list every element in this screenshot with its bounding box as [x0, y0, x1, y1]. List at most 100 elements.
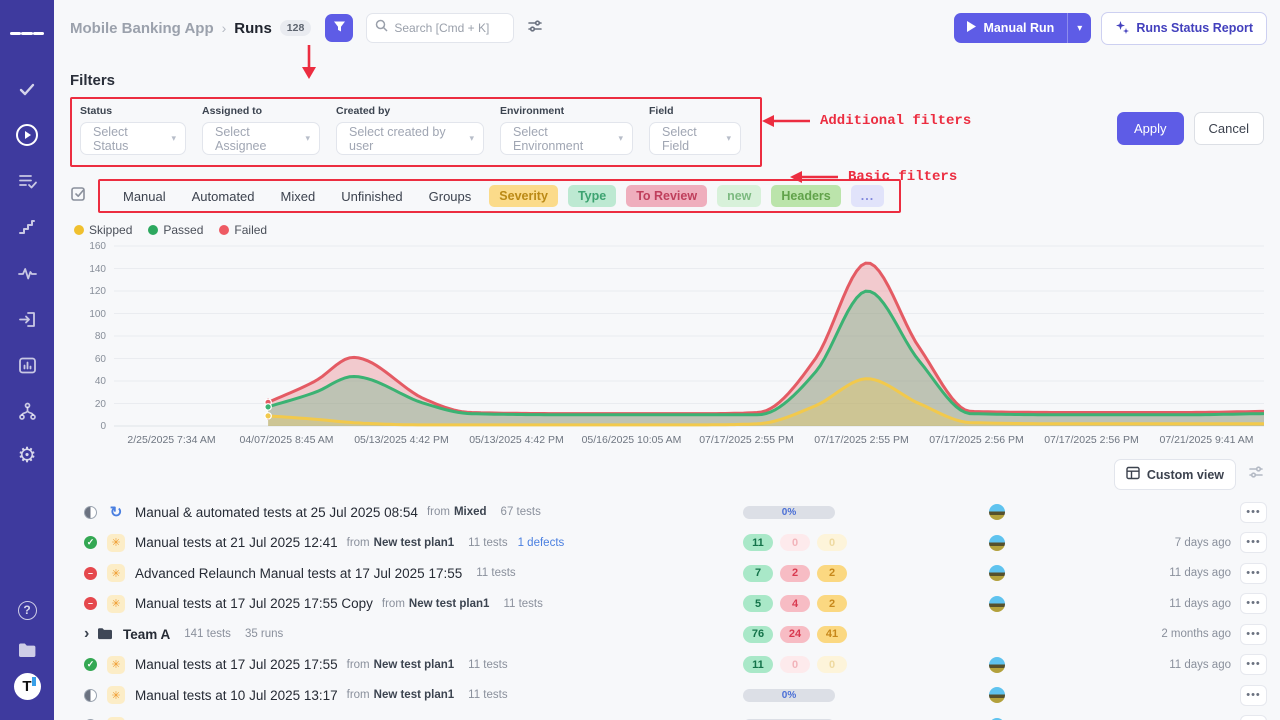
row-menu-button[interactable]: ••• [1240, 532, 1267, 554]
tests-count: 11 tests [468, 536, 508, 549]
pulse-icon[interactable] [10, 256, 44, 290]
select-runs-icon[interactable] [70, 185, 88, 208]
run-title[interactable]: Advanced Relaunch Manual tests at 17 Jul… [135, 565, 463, 581]
run-row[interactable]: – ✳ Advanced Relaunch Manual tests at 17 J… [54, 558, 1280, 589]
steps-icon[interactable] [10, 210, 44, 244]
from-label: from [346, 689, 370, 702]
avatar[interactable] [989, 687, 1005, 704]
run-title[interactable]: Manual tests at 10 Jul 2025 13:17 [135, 687, 338, 703]
apply-button[interactable]: Apply [1117, 112, 1184, 145]
run-row[interactable]: ✳ Manual tests at 10 Jul 2025 13:17 from Ne… [54, 680, 1280, 711]
run-row[interactable]: ✓ ✳ Manual tests at 17 Jul 2025 17:55 from N… [54, 650, 1280, 681]
row-menu-button[interactable]: ••• [1240, 562, 1267, 584]
avatar[interactable] [989, 656, 1005, 673]
test-plans-list-icon[interactable] [10, 164, 44, 198]
filter-label: Field [649, 105, 674, 117]
tag-new[interactable]: new [717, 185, 762, 207]
row-menu-button[interactable]: ••• [1240, 715, 1267, 720]
filter-toggle-button[interactable] [325, 14, 354, 42]
run-title[interactable]: Manual tests at 21 Jul 2025 12:41 [135, 535, 338, 551]
run-title[interactable]: Manual tests at 17 Jul 2025 17:55 [135, 657, 338, 673]
row-main: ✓ ✳ Manual tests at 21 Jul 2025 12:41 from N… [84, 533, 743, 552]
manual-run-dropdown-button[interactable]: ▾ [1077, 22, 1083, 34]
basic-filter-manual[interactable]: Manual [123, 188, 166, 204]
avatar[interactable] [989, 565, 1005, 582]
filter-select-environment[interactable]: Select Environment ▾ [500, 122, 633, 155]
run-title[interactable]: Manual tests at 10 Jul 2025 13:16 [135, 718, 338, 720]
import-icon[interactable] [10, 302, 44, 336]
settings-gear-icon[interactable]: ⚙ [17, 443, 37, 467]
y-tick-label: 120 [89, 286, 106, 297]
run-row[interactable]: – ✳ Manual tests at 17 Jul 2025 17:55 Copy… [54, 589, 1280, 620]
tag-severity[interactable]: Severity [489, 185, 558, 207]
menu-icon[interactable] [10, 16, 44, 50]
run-result: 76 24 41 [743, 625, 943, 643]
run-timestamp: 7 days ago [1174, 536, 1231, 549]
plan-name[interactable]: New test plan1 [373, 536, 455, 549]
list-settings-icon[interactable] [1248, 464, 1264, 485]
row-menu-button[interactable]: ••• [1240, 684, 1267, 706]
defects-link[interactable]: 1 defects [517, 536, 565, 549]
basic-filter-automated[interactable]: Automated [191, 188, 255, 204]
group-title[interactable]: Team A [123, 626, 171, 642]
row-menu-button[interactable]: ••• [1240, 593, 1267, 615]
plan-name[interactable]: Mixed [453, 506, 487, 519]
chevron-down-icon: ▾ [305, 133, 310, 143]
status-stopped-icon: – [84, 566, 97, 580]
run-row[interactable]: ✓ ✳ Manual tests at 21 Jul 2025 12:41 from N… [54, 528, 1280, 559]
run-title[interactable]: Manual tests at 17 Jul 2025 17:55 Copy [135, 596, 373, 612]
search-box[interactable] [366, 13, 515, 43]
row-menu-button[interactable]: ••• [1240, 501, 1267, 523]
runs-play-icon[interactable] [10, 118, 44, 152]
status-progress-icon [84, 688, 97, 702]
row-menu-button[interactable]: ••• [1240, 654, 1267, 676]
run-title[interactable]: Manual & automated tests at 25 Jul 2025 … [135, 504, 418, 520]
plan-name[interactable]: New test plan1 [373, 658, 455, 671]
expand-chevron-icon[interactable]: › [84, 625, 90, 643]
plan-name[interactable]: New test plan1 [408, 597, 490, 610]
cancel-button[interactable]: Cancel [1193, 112, 1264, 145]
avatar[interactable] [989, 504, 1005, 521]
filter-placeholder: Select Field [662, 124, 697, 153]
tag-type[interactable]: Type [567, 185, 617, 207]
filter-placeholder: Select created by user [349, 124, 446, 153]
filter-select-status[interactable]: Select Status ▾ [80, 122, 186, 155]
run-timestamp: 2 months ago [1161, 628, 1231, 641]
app-logo[interactable]: T [13, 673, 41, 700]
branch-icon[interactable] [10, 394, 44, 428]
filter-select-created-by[interactable]: Select created by user ▾ [336, 122, 484, 155]
sparkles-icon [1115, 20, 1130, 37]
basic-filter-mixed[interactable]: Mixed [280, 188, 316, 204]
avatar[interactable] [989, 534, 1005, 551]
avatar[interactable] [989, 595, 1005, 612]
filter-select-assigned-to[interactable]: Select Assignee ▾ [202, 122, 320, 155]
avatar-cell [943, 565, 1063, 582]
help-icon[interactable]: ? [10, 593, 44, 627]
row-menu-button[interactable]: ••• [1240, 623, 1267, 645]
documents-folder-icon[interactable] [10, 633, 44, 667]
run-row[interactable]: ✳Manual tests at 10 Jul 2025 13:16frompa… [54, 711, 1280, 720]
tag-headers[interactable]: Headers [771, 185, 841, 207]
filter-select-field[interactable]: Select Field ▾ [649, 122, 741, 155]
run-row[interactable]: ↻ Manual & automated tests at 25 Jul 2025… [54, 497, 1280, 528]
basic-filter-unfinished[interactable]: Unfinished [341, 188, 403, 204]
status-stopped-icon: – [84, 597, 97, 611]
custom-view-button[interactable]: Custom view [1113, 459, 1236, 490]
tests-check-icon[interactable] [10, 72, 44, 106]
search-input[interactable] [394, 21, 505, 35]
basic-filter-groups[interactable]: Groups [428, 188, 472, 204]
avatar[interactable] [989, 717, 1005, 720]
analytics-icon[interactable] [10, 348, 44, 382]
x-tick-label: 05/16/2025 10:05 AM [581, 434, 682, 446]
chart-plot[interactable] [114, 243, 1264, 429]
breadcrumb-project[interactable]: Mobile Banking App [70, 19, 214, 37]
manual-run-button[interactable]: Manual Run [954, 13, 1069, 43]
group-row[interactable]: › Team A 141 tests 35 runs 76 24 41 2 months ag… [54, 619, 1280, 650]
search-settings-icon[interactable] [527, 18, 543, 39]
runs-status-report-button[interactable]: Runs Status Report [1101, 11, 1267, 45]
plan-name[interactable]: New test plan1 [373, 689, 455, 702]
status-success-icon: ✓ [84, 658, 97, 672]
tag-to-review[interactable]: To Review [626, 185, 708, 207]
more-tags-button[interactable]: ... [850, 185, 885, 207]
